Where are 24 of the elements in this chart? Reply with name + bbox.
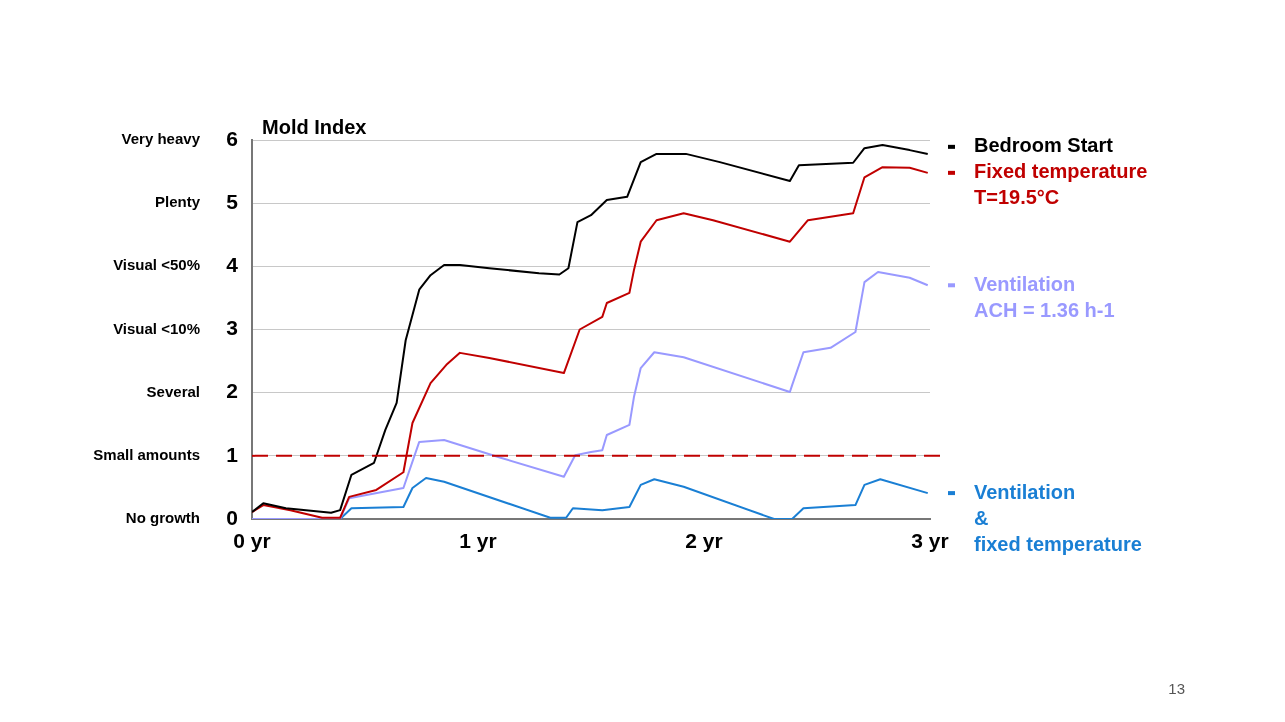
x-tick-label: 0 yr [233,529,271,553]
text: Visual <10% [113,319,200,337]
y-tick-label: 1 [226,442,239,466]
x-tick-label: 1 yr [459,529,497,553]
text: Several [146,382,200,400]
text: Visual <50% [113,256,200,274]
text: 13 [1168,680,1185,698]
x-tick-label: 3 yr [911,529,949,553]
y-tick-label: 5 [226,189,239,213]
text: Very heavy [121,130,201,148]
y-tick-label: 4 [226,253,239,277]
y-tick-label: 2 [226,379,238,403]
legend-label: Bedroom Start [974,134,1114,157]
text: Plenty [154,193,201,211]
y-tick-label: 3 [226,316,238,340]
text: Small amounts [93,445,200,463]
chart-title: Mold Index [262,116,367,138]
text: No growth [125,509,200,527]
legend-label: Fixed temperature T=19.5°C [974,160,1148,209]
x-tick-label: 2 yr [685,529,723,553]
y-tick-label: 0 [226,505,238,529]
legend-label: Ventilation & fixed temperature [974,480,1142,555]
legend-label: Ventilation ACH = 1.36 h-1 [974,272,1115,321]
y-tick-label: 6 [226,126,238,150]
